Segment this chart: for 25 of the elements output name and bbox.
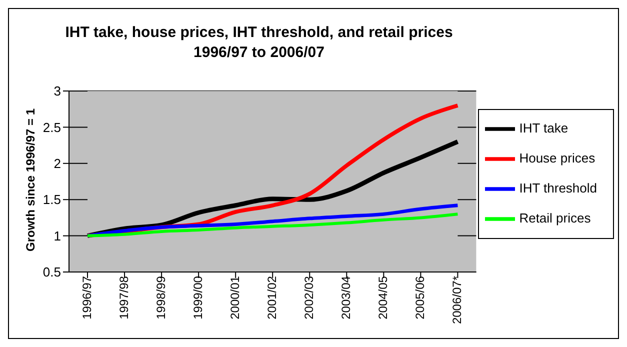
legend-label: IHT take xyxy=(519,120,568,135)
y-axis-title: Growth since 1996/97 = 1 xyxy=(23,108,38,252)
y-tick-label: 1 xyxy=(54,228,61,244)
line-series xyxy=(86,204,460,238)
y-tick-label: 3 xyxy=(54,84,61,99)
x-tick-label: 1997/98 xyxy=(117,276,132,320)
legend-label: Retail prices xyxy=(519,210,591,225)
x-tick-label: 2002/03 xyxy=(302,276,316,320)
x-tick-label: 2003/04 xyxy=(339,276,354,320)
x-tick-label: 2005/06 xyxy=(413,276,428,320)
y-tick-label: 1.5 xyxy=(42,192,61,208)
x-tick-label: 1996/97 xyxy=(80,276,94,320)
y-tick-label: 2 xyxy=(54,156,61,172)
x-tick-label: 2001/02 xyxy=(265,276,280,320)
x-tick-label: 2000/01 xyxy=(228,276,242,320)
y-tick-label: 0.5 xyxy=(42,264,61,280)
line-series xyxy=(86,212,460,238)
x-tick-label: 2006/07* xyxy=(450,276,464,324)
x-tick-label: 1999/00 xyxy=(191,276,206,320)
chart-title: IHT take, house prices, IHT threshold, and retail prices 1996/97 to 2006/07 xyxy=(64,23,454,63)
x-tick-label: 1998/99 xyxy=(154,276,168,320)
legend-label: IHT threshold xyxy=(519,180,597,195)
legend-label: House prices xyxy=(519,150,596,165)
x-tick-label: 2004/05 xyxy=(376,276,390,320)
y-tick-label: 2.5 xyxy=(42,120,61,135)
